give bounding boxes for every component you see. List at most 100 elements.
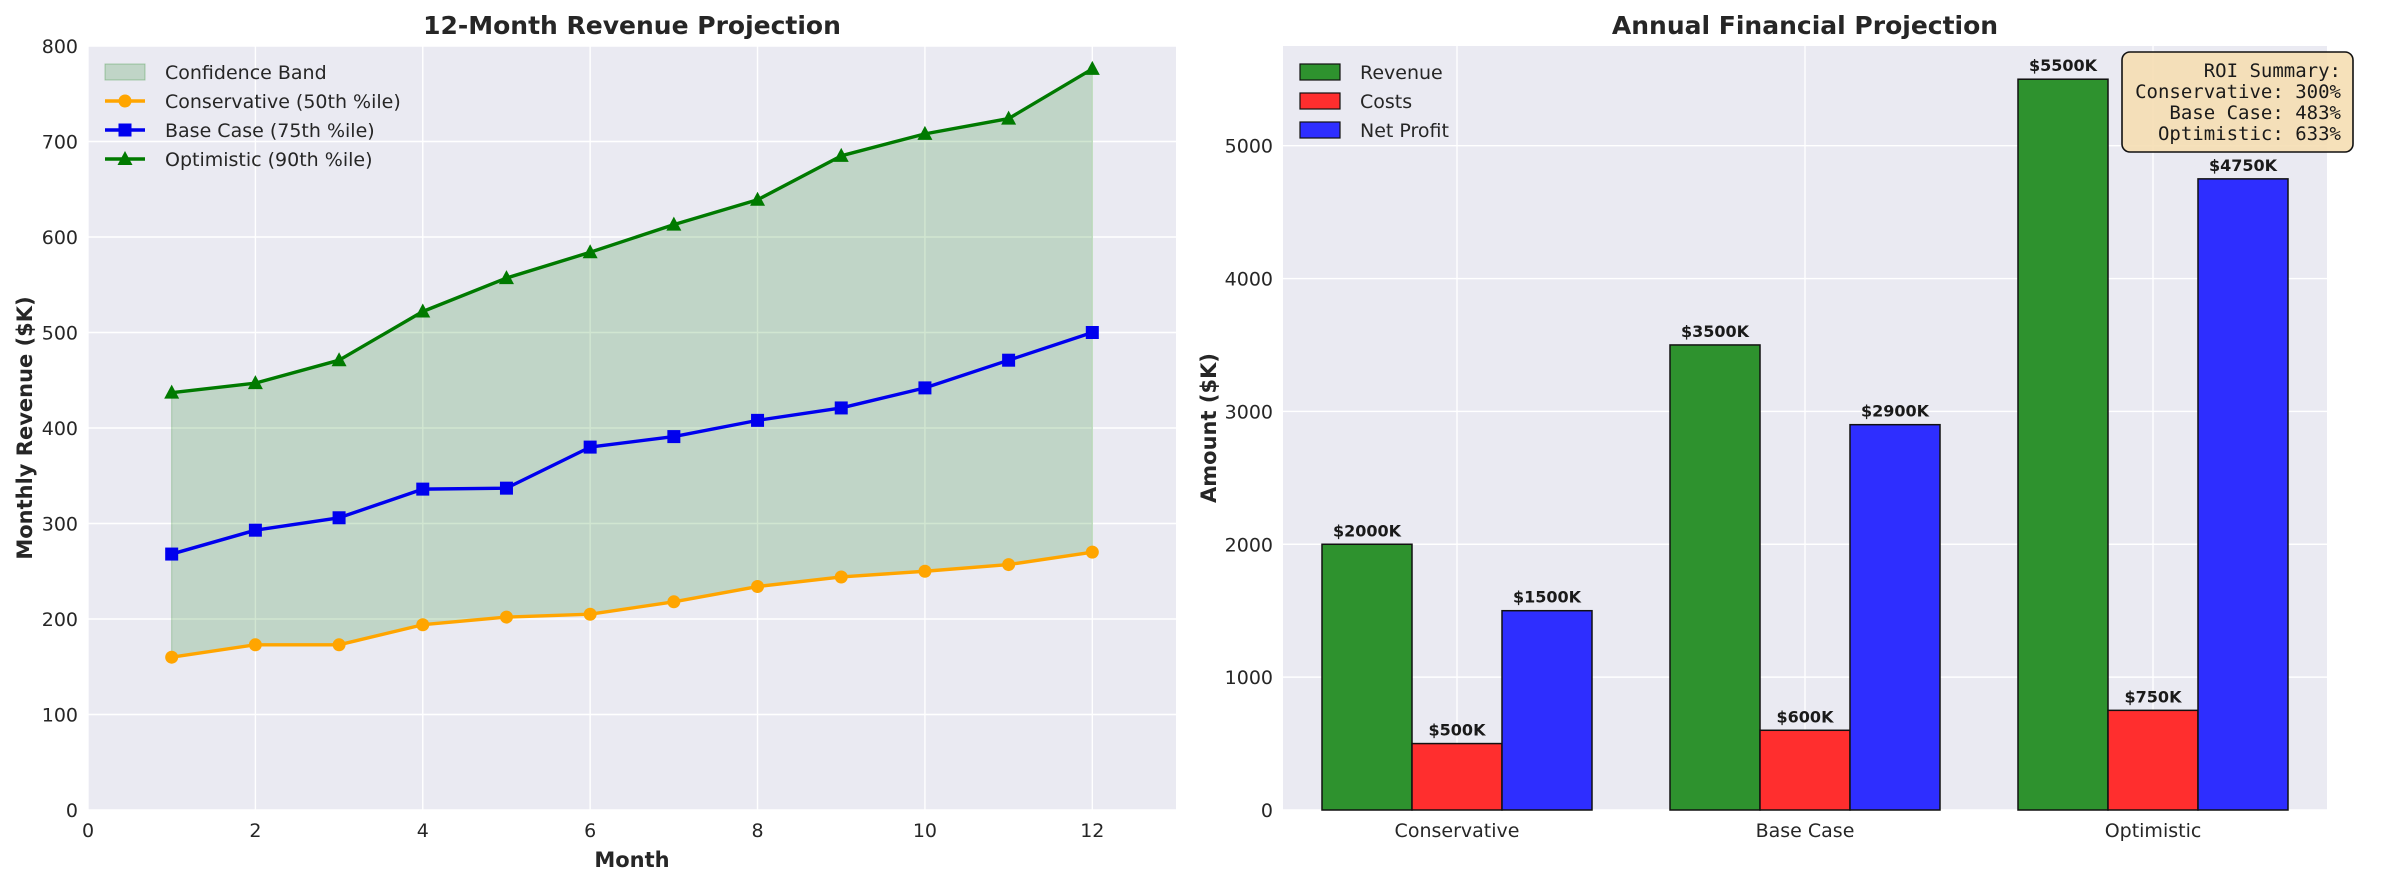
data-point	[1085, 545, 1099, 559]
y-tick-label: 400	[42, 418, 78, 440]
series-net-profit: $1500K $2900K $4750K	[1501, 156, 2289, 811]
data-point	[666, 216, 682, 231]
bar	[2197, 178, 2289, 811]
data-point	[750, 191, 766, 206]
data-point	[1002, 353, 1016, 367]
bar	[1759, 729, 1851, 811]
bar-value-label: $750K	[2125, 687, 2183, 706]
x-tick-label: 10	[913, 820, 937, 842]
legend-swatch	[104, 63, 146, 81]
legend-swatch	[1299, 63, 1341, 81]
legend: Confidence Band Conservative (50th %ile) B…	[104, 62, 401, 171]
data-point	[667, 430, 681, 444]
roi-summary-line: ROI Summary:	[2204, 60, 2341, 82]
data-point	[833, 147, 849, 162]
bar-value-label: $600K	[1777, 707, 1835, 726]
data-point	[918, 564, 932, 578]
bar-value-label: $5500K	[2029, 56, 2098, 75]
series-conservative-50th-ile	[165, 545, 1099, 664]
bar-value-label: $1500K	[1513, 588, 1582, 607]
data-point	[332, 638, 346, 652]
y-tick-label: 200	[42, 609, 78, 631]
legend-label: Net Profit	[1360, 120, 1449, 142]
data-point	[918, 381, 932, 395]
y-tick-labels: 0 100 200 300 400 500 600 700 800	[42, 36, 78, 822]
y-tick-label: 100	[42, 705, 78, 727]
legend-item-optimistic-90th-ile: Optimistic (90th %ile)	[105, 149, 372, 171]
x-tick-label: 8	[751, 820, 763, 842]
chart-title: Annual Financial Projection	[1612, 11, 1998, 40]
legend-item-conservative-50th-ile: Conservative (50th %ile)	[105, 91, 401, 113]
data-point	[416, 618, 430, 632]
data-point	[248, 638, 262, 652]
roi-summary-line: Base Case: 483%	[2169, 102, 2341, 124]
data-point	[917, 125, 933, 140]
y-axis-label: Monthly Revenue ($K)	[13, 296, 37, 559]
data-point	[331, 352, 347, 367]
y-tick-label: 0	[66, 800, 78, 822]
x-tick-labels: 0 2 4 6 8 10 12	[82, 820, 1104, 842]
legend-swatch	[1299, 92, 1341, 110]
x-axis-label: Month	[594, 848, 669, 872]
x-tick-label: Optimistic	[2105, 820, 2202, 842]
legend-item-base-case-75th-ile: Base Case (75th %ile)	[105, 120, 375, 142]
legend-marker	[118, 94, 132, 108]
data-point	[332, 511, 346, 525]
y-tick-label: 4000	[1225, 269, 1273, 291]
data-point	[1002, 558, 1016, 572]
x-tick-labels: Conservative Base Case Optimistic	[1395, 820, 2202, 842]
data-point	[582, 244, 598, 259]
series-line	[171, 330, 1093, 556]
y-tick-label: 1000	[1225, 667, 1273, 689]
roi-summary-line: Optimistic: 633%	[2158, 123, 2342, 145]
y-tick-labels: 0 1000 2000 3000 4000 5000	[1225, 136, 1273, 822]
bar-value-label: $4750K	[2209, 156, 2278, 175]
bar-value-label: $500K	[1429, 721, 1487, 740]
y-tick-label: 300	[42, 514, 78, 536]
legend-marker	[117, 151, 133, 165]
data-point	[834, 401, 848, 415]
data-point	[165, 547, 179, 561]
x-tick-label: 2	[249, 820, 261, 842]
legend-item-confidence-band: Confidence Band	[104, 62, 327, 84]
series-lines	[164, 60, 1100, 664]
legend-label: Costs	[1360, 91, 1412, 113]
bar	[1501, 609, 1593, 811]
chart-title: 12-Month Revenue Projection	[423, 11, 841, 40]
bar-value-label: $2900K	[1861, 402, 1930, 421]
data-point	[751, 413, 765, 427]
roi-summary-box: ROI Summary:Conservative: 300%Base Case:…	[2121, 51, 2354, 153]
data-point	[164, 384, 180, 399]
bar-value-label: $2000K	[1333, 521, 1402, 540]
legend-item-net-profit: Net Profit	[1299, 120, 1449, 142]
legend-item-costs: Costs	[1299, 91, 1412, 113]
series-line	[171, 67, 1094, 395]
y-tick-label: 5000	[1225, 136, 1273, 158]
legend-label: Conservative (50th %ile)	[165, 91, 401, 113]
series-costs: $500K $600K $750K	[1411, 687, 2199, 811]
data-point	[751, 580, 765, 594]
series-optimistic-90th-ile	[164, 60, 1100, 399]
series-base-case-75th-ile	[165, 326, 1099, 561]
financial-projection-chart: $2000K$3500K$5500K$500K$600K$750K$1500K$…	[1197, 11, 2354, 842]
data-point	[247, 375, 263, 390]
x-tick-label: 0	[82, 820, 94, 842]
y-tick-label: 500	[42, 323, 78, 345]
data-point	[248, 523, 262, 537]
series-revenue: $2000K $3500K $5500K	[1321, 56, 2109, 811]
data-point	[834, 570, 848, 584]
legend: Revenue Costs Net Profit	[1299, 62, 1449, 142]
y-tick-label: 800	[42, 36, 78, 58]
legend-marker	[118, 123, 132, 137]
series-line	[171, 550, 1093, 659]
grid-lines	[1283, 46, 2327, 811]
x-tick-label: Base Case	[1756, 820, 1855, 842]
bar	[1321, 543, 1413, 811]
x-tick-label: 6	[584, 820, 596, 842]
y-axis-label: Amount ($K)	[1197, 353, 1221, 503]
y-tick-label: 600	[42, 227, 78, 249]
roi-summary-background	[2121, 51, 2354, 153]
x-tick-label: 12	[1080, 820, 1104, 842]
y-tick-label: 700	[42, 132, 78, 154]
data-point	[499, 610, 513, 624]
